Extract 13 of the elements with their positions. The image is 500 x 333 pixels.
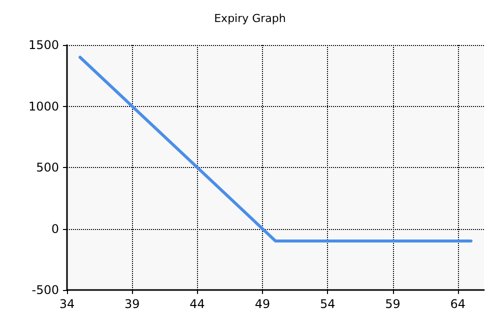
- x-tick-label: 54: [320, 297, 336, 311]
- x-tick-label: 34: [59, 297, 75, 311]
- y-tick-label: 0: [51, 222, 59, 236]
- x-tick-label: 64: [450, 297, 466, 311]
- x-tick-label: 39: [124, 297, 140, 311]
- y-tick-label: -500: [32, 283, 59, 297]
- y-tick-label: 1500: [28, 38, 59, 52]
- x-tick-label: 59: [385, 297, 400, 311]
- y-tick-label: 1000: [28, 99, 59, 114]
- x-tick-label: 44: [190, 297, 205, 311]
- y-tick-label: 500: [36, 160, 59, 174]
- chart-title: Expiry Graph: [214, 12, 286, 25]
- x-tick-label: 49: [254, 297, 270, 311]
